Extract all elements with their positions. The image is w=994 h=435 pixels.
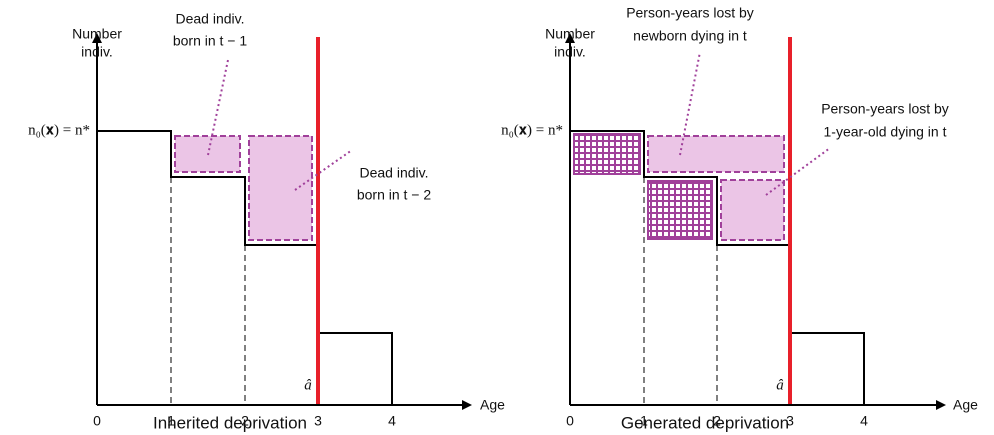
annotation: Person-years lost by xyxy=(821,101,949,117)
survival-curve xyxy=(97,130,393,405)
leader xyxy=(207,59,229,156)
level-label: n₀(𝐱) = n* xyxy=(28,122,90,138)
x-label: Age xyxy=(480,397,505,413)
survival-curve xyxy=(570,130,865,405)
x-label: Age xyxy=(953,397,978,413)
tick-label: 1 xyxy=(640,413,648,429)
tick-label: 1 xyxy=(167,413,175,429)
tick-label: 2 xyxy=(713,413,721,429)
annotation: newborn dying in t xyxy=(633,28,747,44)
annotation: Dead indiv. xyxy=(359,165,428,181)
tick-label: 0 xyxy=(566,413,574,429)
annotation: 1-year-old dying in t xyxy=(824,124,947,140)
hatched-region xyxy=(573,133,641,175)
annotation: born in t − 2 xyxy=(357,187,432,203)
panel-left: Number indiv. n₀(𝐱) = n* Age 0 1 2 3 4 â… xyxy=(28,11,505,433)
tick-label: 2 xyxy=(241,413,249,429)
tick-label: 4 xyxy=(860,413,868,429)
annotation: born in t − 1 xyxy=(173,33,248,49)
tick-label: 4 xyxy=(388,413,396,429)
level-label: n₀(𝐱) = n* xyxy=(501,122,563,138)
y-label: indiv. xyxy=(554,44,586,60)
region xyxy=(720,179,785,241)
threshold-label: â xyxy=(776,377,784,393)
threshold-label: â xyxy=(304,377,312,393)
tick-label: 3 xyxy=(314,413,322,429)
leader xyxy=(765,147,831,196)
caption: Generated deprivation xyxy=(621,413,789,432)
leader xyxy=(294,149,353,191)
annotation: Dead indiv. xyxy=(175,11,244,27)
hatched-region xyxy=(647,180,713,240)
y-label: indiv. xyxy=(81,44,113,60)
region xyxy=(647,135,785,173)
annotation: Person-years lost by xyxy=(626,5,754,21)
caption: Inherited deprivation xyxy=(153,413,307,432)
panel-right: Number indiv. n₀(𝐱) = n* Age 0 1 2 3 4 â… xyxy=(501,5,978,433)
y-label: Number xyxy=(545,26,595,42)
region xyxy=(248,135,313,241)
tick-label: 3 xyxy=(786,413,794,429)
y-label: Number xyxy=(72,26,122,42)
tick-label: 0 xyxy=(93,413,101,429)
